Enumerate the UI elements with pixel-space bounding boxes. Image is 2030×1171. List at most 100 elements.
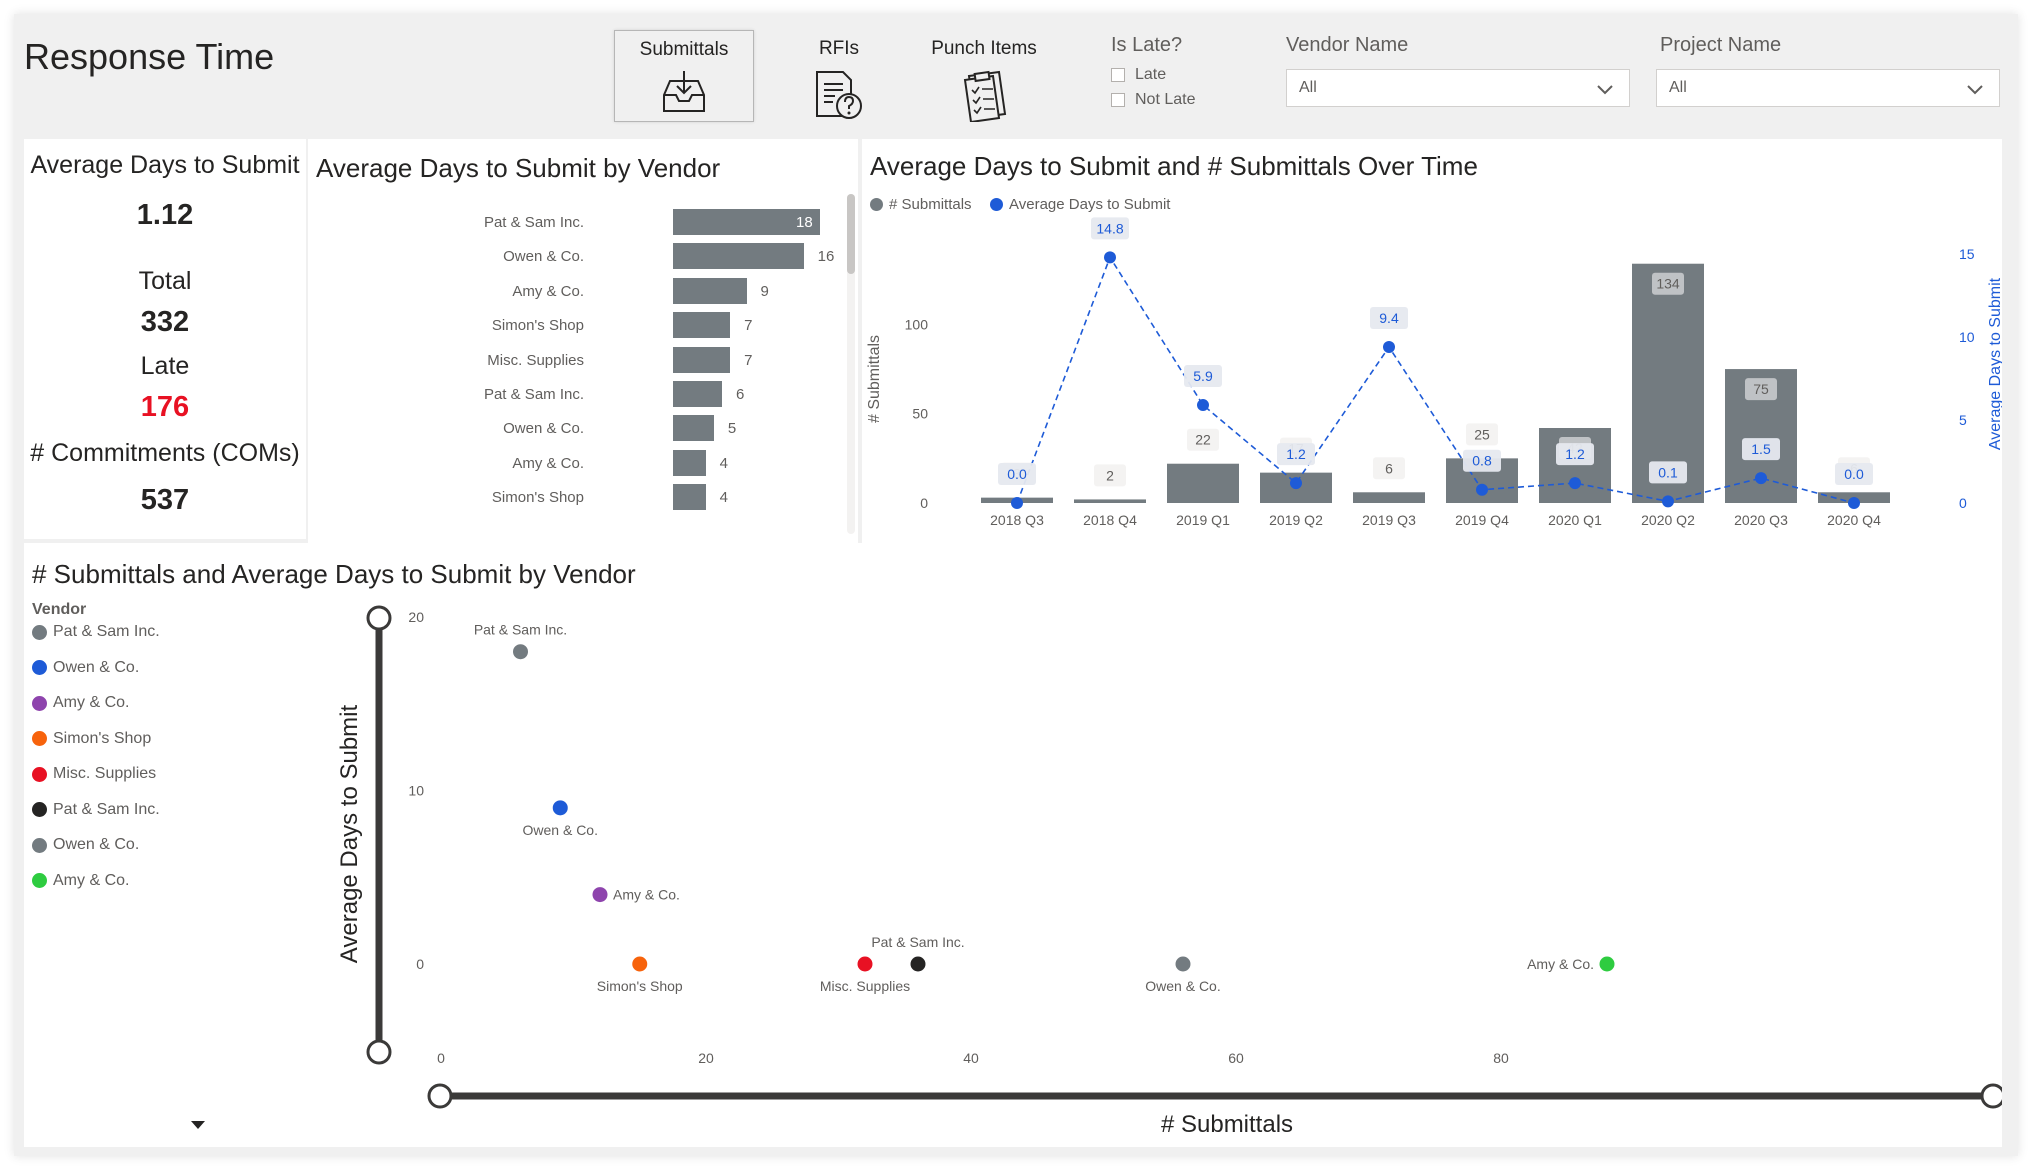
vendor-bar-row[interactable]: Simon's Shop 4 [308,484,848,511]
scatter-legend-item[interactable]: Owen & Co. [32,659,139,677]
line-data-label: 1.2 [1565,446,1585,462]
legend-marker [990,198,1003,211]
vendor-bar[interactable] [673,312,731,339]
vendor-bar-value: 7 [744,351,753,369]
late-checkbox[interactable]: Late [1111,66,1166,84]
vendor-bar-value: 7 [744,317,753,335]
vendor-bar-row[interactable]: Misc. Supplies 7 [308,346,848,373]
scatter-legend-item[interactable]: Pat & Sam Inc. [32,623,160,641]
vendor-bar-value: 4 [719,454,728,472]
scatter-chart-card: # Submittals and Average Days to Submit … [24,543,2002,1147]
x-tick-label: 2018 Q4 [1083,512,1137,528]
scatter-point[interactable] [513,644,528,660]
scatter-legend-item[interactable]: Simon's Shop [32,730,151,748]
x-zoom-handle-left[interactable] [427,1083,453,1109]
scatter-point-label: Pat & Sam Inc. [474,622,567,638]
vendor-bar-label: Amy & Co. [512,282,584,300]
legend-marker [32,873,47,888]
vendor-bar-row[interactable]: Simon's Shop 7 [308,312,848,339]
vendor-bar-label: Owen & Co. [503,248,584,266]
total-label: Total [138,267,192,295]
y-zoom-handle-bottom[interactable] [366,1039,392,1065]
legend-scroll-down-icon[interactable] [189,1119,207,1131]
bar-data-label: 22 [1195,432,1211,448]
vendor-bar-row[interactable]: Pat & Sam Inc. 18 [308,209,848,235]
scatter-legend-item[interactable]: Misc. Supplies [32,765,156,783]
vendor-bar-row[interactable]: Amy & Co. 4 [308,449,848,476]
report-canvas: Response Time Submittals RFIs Punch Item… [14,14,2018,1156]
vendor-bar[interactable] [673,277,747,304]
avg-days-point[interactable] [1755,472,1767,485]
y-zoom-handle-top[interactable] [366,605,392,631]
vendor-bar-row[interactable]: Pat & Sam Inc. 6 [308,381,848,407]
scatter-point-label: Owen & Co. [523,822,598,838]
scatter-point[interactable] [1175,956,1191,972]
submittals-nav-button[interactable]: Submittals [614,30,754,122]
legend-marker [32,837,47,853]
chevron-down-icon [1597,85,1613,95]
vendor-name-slicer-title: Vendor Name [1286,34,1409,56]
vendor-bar-label: Simon's Shop [491,489,584,507]
scatter-legend-item[interactable]: Owen & Co. [32,836,139,854]
line-label-bg [1556,443,1594,466]
vendor-bar[interactable] [673,346,731,373]
time-combo-chart-plot: # Submittals Average Days to Submit050100… [866,217,2002,528]
x-tick-label: 2019 Q3 [1362,512,1416,528]
scatter-x-tick-label: 60 [1228,1050,1244,1066]
y-axis-title: # Submittals [866,335,883,423]
vendor-bar-chart-title: Average Days to Submit by Vendor [316,153,721,183]
scrollbar-thumb[interactable] [847,194,855,274]
submittals-bar[interactable] [1167,463,1239,503]
avg-days-point[interactable] [1662,495,1674,508]
vendor-bar-chart-plot: Pat & Sam Inc. 18 Owen & Co. 16 Amy & Co. 9 Si… [308,209,848,539]
line-data-label: 0.0 [1007,466,1027,482]
not-late-checkbox[interactable]: Not Late [1111,91,1195,109]
scatter-point[interactable] [910,956,926,972]
avg-days-point[interactable] [1476,483,1488,496]
vendor-bar[interactable] [673,209,820,235]
bar-label-bg [1373,457,1405,480]
vendor-bar-value: 4 [719,489,728,507]
scatter-point[interactable] [1599,956,1615,972]
punch-items-nav-button[interactable]: Punch Items [909,30,1059,122]
scatter-point[interactable] [592,887,608,903]
vendor-bar[interactable] [673,381,722,407]
vendor-name-dropdown[interactable]: All [1286,69,1630,107]
scatter-point[interactable] [552,800,568,816]
bar-data-label: 6 [1385,460,1393,476]
x-zoom-handle-right[interactable] [1980,1083,2002,1109]
avg-days-point[interactable] [1104,251,1116,264]
scrollbar[interactable] [847,194,855,534]
scatter-point[interactable] [857,956,873,972]
scatter-point[interactable] [632,956,648,972]
y-tick-label: 0 [920,495,928,511]
avg-days-point[interactable] [1848,497,1860,509]
vendor-bar[interactable] [673,484,706,511]
scatter-legend-item[interactable]: Amy & Co. [32,872,129,890]
bar-data-label: 25 [1474,426,1490,442]
avg-days-point[interactable] [1569,477,1581,490]
submittals-bar[interactable] [1353,492,1425,503]
vendor-bar[interactable] [673,449,706,476]
vendor-bar[interactable] [673,415,714,442]
submittals-bar[interactable] [1074,499,1146,503]
scatter-point-label: Owen & Co. [1145,978,1220,994]
line-label-bg [998,463,1036,485]
vendor-bar-label: Amy & Co. [512,454,584,472]
scatter-legend-item[interactable]: Amy & Co. [32,694,129,712]
vendor-bar-row[interactable]: Owen & Co. 5 [308,415,848,442]
rfis-nav-button[interactable]: RFIs [784,30,894,120]
project-name-dropdown[interactable]: All [1656,69,2000,107]
avg-days-point[interactable] [1383,340,1395,353]
avg-days-point[interactable] [1197,399,1209,412]
avg-days-point[interactable] [1011,497,1023,509]
line-label-bg [1742,438,1780,461]
legend-label: Owen & Co. [53,836,140,853]
scatter-legend-item[interactable]: Pat & Sam Inc. [32,801,160,819]
avg-days-point[interactable] [1290,477,1302,490]
legend-avg-days: Average Days to Submit [990,196,1170,213]
vendor-bar-row[interactable]: Owen & Co. 16 [308,243,848,270]
vendor-bar-row[interactable]: Amy & Co. 9 [308,277,848,304]
vendor-bar-value: 16 [817,248,835,266]
vendor-bar[interactable] [673,243,804,270]
